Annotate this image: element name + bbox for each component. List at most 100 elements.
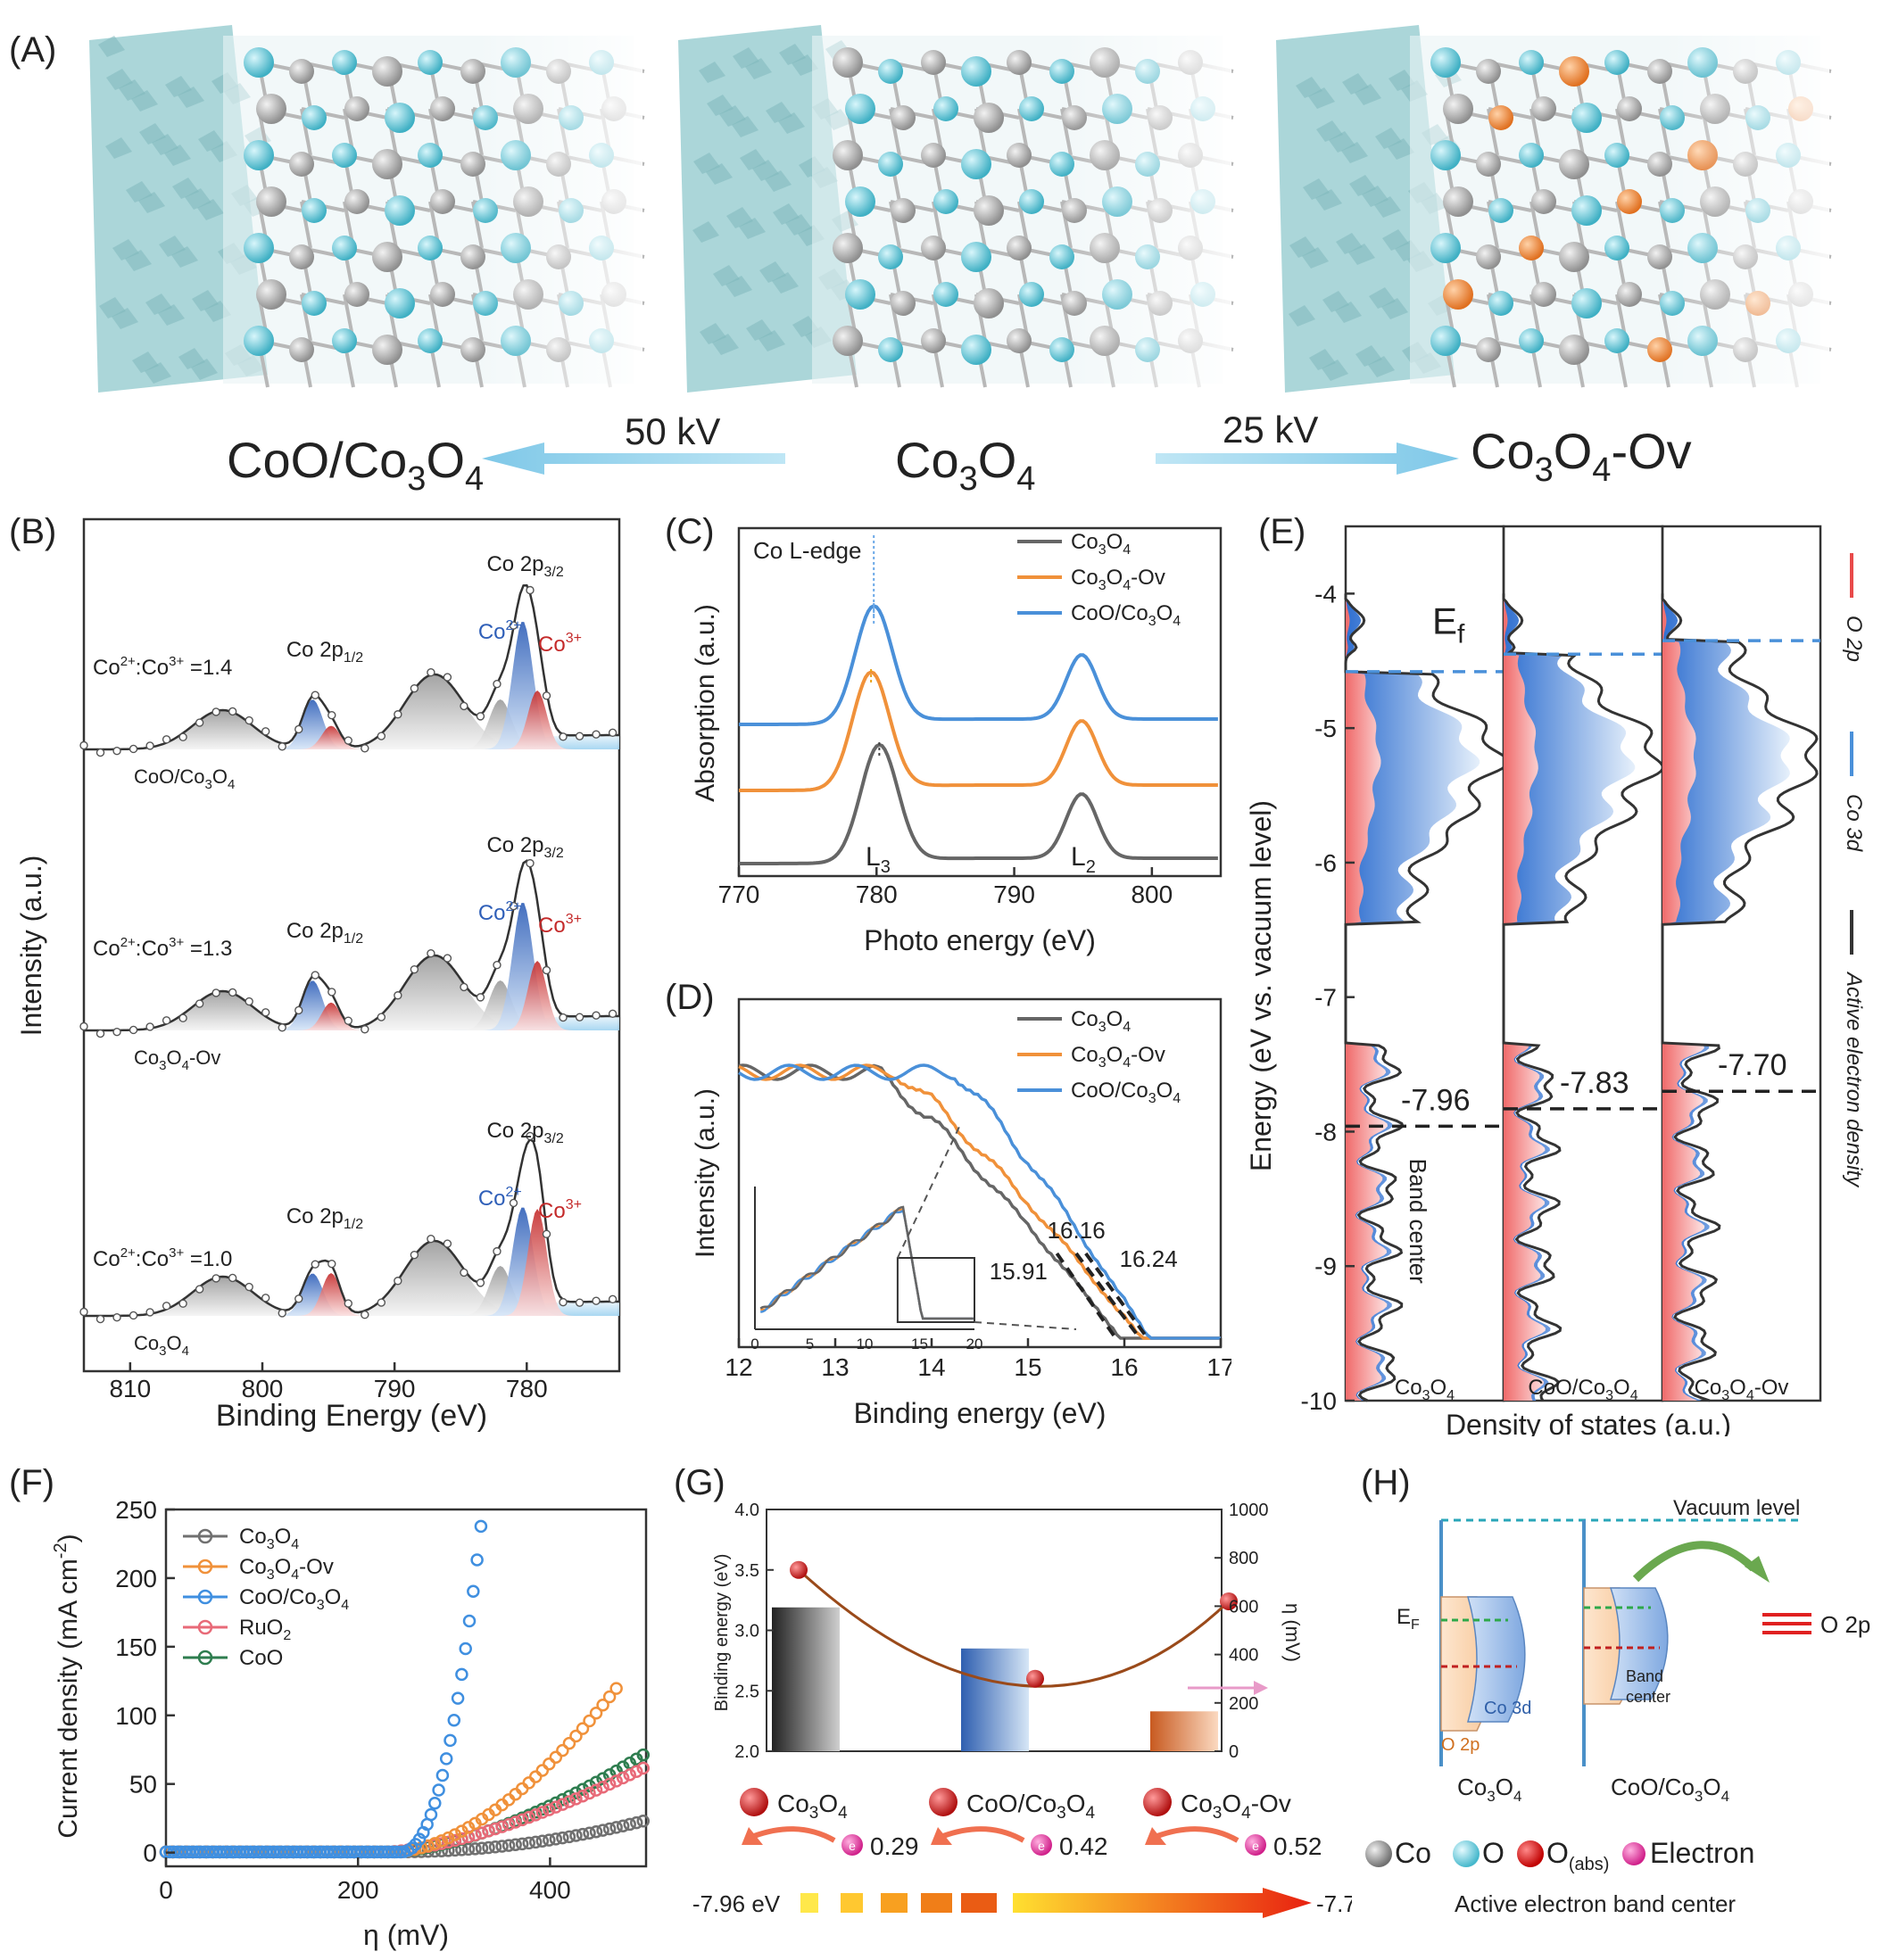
legend-label: RuO2 [239,1616,291,1643]
electron-arrow [752,1826,836,1843]
xps-data-point [327,1259,336,1269]
surface-facet [98,36,125,57]
surface-facet [773,203,800,225]
y-tick-label: 200 [115,1565,157,1592]
electron-transfer-value: 0.29 [870,1832,919,1860]
cutoff-label: 15.91 [990,1258,1048,1285]
lsv-point-0 [468,1842,482,1856]
xps-data-point [261,1008,270,1017]
xps-data-point [509,1198,518,1208]
x-tick-label: 790 [993,881,1035,908]
legend-label: O 2p [1842,616,1866,662]
surface-facet [1289,236,1316,258]
surface-facet [192,290,219,311]
co2-label: Co2+ [478,899,522,925]
panel-e-chart: -7.96 Co3O4 -7.83 CoO/Co3O4 -7.70 Co3O4-Ov Ef B… [1245,525,1866,1441]
xps-data-point [410,964,419,974]
legend-marker [197,1559,213,1575]
lsv-point-0 [549,1832,563,1846]
panel-g: (G) 2.0 2.5 3.0 3.5 4.0 0 200 400 600 800 1000 Bin… [656,1463,1405,1956]
surface-facet [759,261,786,283]
oabs-ball [1143,1788,1172,1816]
panel-a-graphic: 50 kV 25 kV CoO/Co3O4 Co3O4 Co3O4-Ov [89,25,1832,498]
x-tick-label: 16 [1110,1353,1138,1381]
xps-data-point [526,858,535,868]
panel-b-ylabel: Intensity (a.u.) [15,856,47,1037]
inset-tick-label: 15 [911,1336,928,1352]
legend-o: O [1482,1837,1505,1869]
xps-data-point [493,680,502,689]
xps-data-point [361,1025,369,1034]
surface-facet [740,149,767,170]
dos-column-name: Co3O4 [1395,1376,1455,1403]
surface-facet [699,62,725,83]
xps-data-point [178,1299,187,1308]
lsv-point-1 [442,1831,455,1845]
panel-b-label: (B) [9,512,57,551]
lsv-point-2 [467,1584,480,1599]
xps-data-point [394,710,402,719]
lsv-point-1 [549,1750,563,1765]
eta-curve [797,1568,1231,1688]
x-tick-label: 0 [159,1876,173,1904]
lsv-point-1 [576,1722,590,1735]
y-tick-label-left: 3.5 [734,1561,759,1581]
species-label: Co3O4 [777,1790,848,1823]
xps-fit-peak [497,691,577,749]
y-tick-label-left: 2.0 [734,1742,759,1762]
x-tick-label: 800 [1131,881,1173,908]
lsv-point-0 [529,1835,543,1849]
lsv-point-4 [562,1790,576,1803]
inset-curve [759,1205,974,1320]
xps-data-point [559,1013,568,1022]
surface-facet [1296,77,1322,98]
peak-2p32-label: Co 2p3/2 [486,552,563,580]
inset-tick-label: 20 [966,1336,983,1352]
surface-facet [106,69,133,90]
panel-e: (E) -7.96 Co3O4 -7.83 CoO/Co3O4 -7.70 Co3O4-O… [1231,500,1890,1441]
xps-data-point [542,691,551,700]
xps-data-point [211,1274,220,1283]
lsv-point-0 [589,1824,603,1839]
peak-2p12-label: Co 2p1/2 [286,1204,363,1232]
lsv-point-2 [405,1841,419,1855]
xps-fit-peak [291,725,371,749]
y-tick-label: -7 [1314,984,1337,1012]
xps-data-point [443,1239,452,1248]
legend-label: Co3O4 [1071,530,1131,558]
xps-data-point [608,1294,618,1304]
xps-data-point [178,732,187,741]
surface-facet [159,236,186,257]
lsv-point-3 [442,1835,455,1849]
xps-data-point [608,728,618,738]
lsv-point-2 [424,1807,438,1822]
right-arrow-label: 25 kV [1223,409,1318,451]
panel-c-title: Co L-edge [753,537,861,564]
axis-pointer-head [1254,1681,1268,1695]
lsv-point-1 [596,1698,609,1712]
gradient-step [800,1893,818,1913]
lsv-point-0 [629,1815,643,1830]
gradient-step [841,1893,863,1913]
peak-2p32-label: Co 2p3/2 [486,1119,563,1146]
y-tick-label-right: 600 [1229,1597,1258,1617]
legend-label: Co3O4-Ov [239,1555,334,1583]
surface-facet [766,102,792,123]
lsv-point-3 [495,1820,509,1833]
y-tick-label: -10 [1301,1387,1337,1415]
surface-facet [1303,178,1330,200]
panel-c-chart: 770 780 790 800 Co L-edge L3 L2 Co3O4 Co3O4-… [691,526,1223,956]
xps-data-point [509,621,518,630]
lsv-point-3 [616,1771,630,1785]
right-material-label: Co3O4-Ov [1471,423,1692,489]
xps-fit-peak [452,699,548,749]
inset-tick-label: 0 [750,1336,758,1352]
x-tick-label: 12 [725,1353,752,1381]
xps-fit-peak [95,710,350,749]
lsv-point-3 [609,1774,623,1788]
dos-column-2: -7.70 Co3O4-Ov [1661,525,1822,1403]
lsv-point-3 [535,1806,550,1819]
o2p-label: O 2p [1441,1735,1480,1755]
electron-transfer-value: 0.42 [1059,1832,1108,1860]
x-tick-label: 15 [1014,1353,1041,1381]
